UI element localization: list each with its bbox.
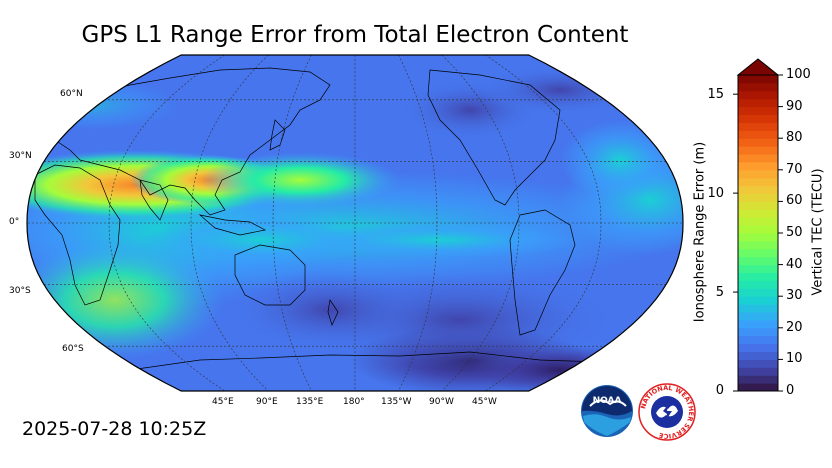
tec-tick-label: 50 [786, 225, 803, 240]
nws-logo: NATIONAL WEATHER SERVICE [638, 383, 696, 441]
colorbar-segment [738, 351, 778, 360]
colorbar-segment [738, 138, 778, 147]
eurasia-coast [39, 67, 331, 216]
colorbar-segment [738, 209, 778, 218]
tec-tick-label: 0 [786, 383, 795, 398]
meridian-line [485, 55, 602, 391]
colorbar-segment [738, 248, 778, 258]
colorbar-segment [738, 367, 778, 376]
colorbar-segment [738, 169, 778, 179]
colorbar-segment [738, 272, 778, 281]
tec-tick-label: 70 [786, 161, 803, 177]
lat-label-30n: 30°N [9, 151, 32, 161]
colorbar-segment [738, 130, 778, 139]
tec-axis-label: Vertical TEC (TECU) [810, 168, 826, 296]
colorbar-segment [738, 264, 778, 273]
colorbar-segment [738, 217, 778, 226]
meridian-line [108, 55, 225, 391]
lat-label-60s: 60°S [62, 344, 84, 354]
globe-outline [26, 54, 684, 392]
colorbar-segment [738, 383, 778, 392]
range-error-tick: 0 [715, 383, 724, 398]
lon-label-135w: 135°W [381, 397, 412, 407]
nz-coast [327, 299, 339, 326]
colorbar-segment [738, 375, 778, 384]
lon-label-90e: 90°E [256, 397, 278, 407]
australia-coast [234, 244, 306, 306]
colorbar-segment [738, 161, 778, 171]
greenland-coast [599, 59, 641, 96]
lat-label-0: 0° [9, 217, 20, 227]
colorbar-segment [738, 296, 778, 305]
lat-label-60n: 60°N [60, 89, 83, 99]
colorbar-segment [738, 75, 778, 84]
meridian-line [190, 55, 269, 391]
tec-tick-label: 100 [786, 67, 811, 82]
lon-label-45e: 45°E [212, 397, 234, 407]
colorbar-segment [738, 359, 778, 368]
meridian-line [398, 55, 438, 391]
colorbar-segment [738, 82, 778, 92]
tec-field [27, 55, 683, 391]
colorbar-segment [738, 106, 778, 115]
map-title: GPS L1 Range Error from Total Electron C… [81, 22, 629, 48]
tec-tick-label: 30 [786, 288, 803, 304]
tec-tick-label: 10 [786, 351, 803, 367]
tec-tick-label: 90 [786, 98, 803, 114]
india-coast [139, 179, 169, 221]
colorbar-segment [738, 304, 778, 313]
tec-tick-label: 80 [786, 130, 803, 146]
tec-tick-label: 40 [786, 256, 803, 272]
colorbar-segment [738, 335, 778, 345]
lon-label-90w: 90°W [429, 397, 454, 407]
graticule [27, 55, 683, 391]
north-america-coast [427, 69, 561, 206]
colorbar-segment [738, 327, 778, 337]
range-error-tick: 5 [715, 285, 724, 300]
colorbar-segments [738, 75, 778, 392]
colorbar [733, 58, 783, 392]
tec-tick-label: 20 [786, 319, 803, 335]
colorbar-segment [738, 154, 778, 163]
colorbar-segment [738, 288, 778, 297]
colorbar-segment [738, 185, 778, 194]
colorbar-segment [738, 201, 778, 210]
colorbar-extend-arrow [736, 58, 780, 76]
colorbar-segment [738, 90, 778, 100]
colorbar-segment [738, 233, 778, 242]
indonesia-coast [198, 214, 267, 236]
africa-coast [34, 164, 121, 306]
lat-label-30s: 30°S [9, 286, 31, 296]
colorbar-segment [738, 225, 778, 234]
colorbar-segment [738, 114, 778, 123]
antarctica-coast [129, 351, 641, 371]
colorbar-segment [738, 312, 778, 321]
colorbar-segment [738, 146, 778, 155]
tec-tick-label: 60 [786, 193, 803, 209]
noaa-logo: NOAA [581, 385, 633, 437]
colorbar-segment [738, 319, 778, 329]
lon-label-180: 180° [343, 397, 365, 407]
lon-label-45w: 45°W [472, 397, 497, 407]
colorbar-segment [738, 193, 778, 202]
meridian-line [272, 55, 312, 391]
japan-coast [269, 119, 286, 151]
range-error-tick: 10 [707, 186, 724, 201]
colorbar-segment [738, 280, 778, 289]
coastlines [34, 59, 641, 371]
colorbar-segment [738, 256, 778, 266]
colorbar-segment [738, 122, 778, 131]
colorbar-segment [738, 177, 778, 187]
meridian-line [441, 55, 520, 391]
range-error-tick: 15 [707, 87, 724, 102]
lon-label-135e: 135°E [296, 397, 324, 407]
timestamp: 2025-07-28 10:25Z [22, 418, 207, 440]
colorbar-segment [738, 240, 778, 250]
colorbar-segment [738, 343, 778, 352]
svg-text:NOAA: NOAA [593, 396, 622, 406]
colorbar-segment [738, 98, 778, 108]
south-america-coast [509, 209, 576, 336]
